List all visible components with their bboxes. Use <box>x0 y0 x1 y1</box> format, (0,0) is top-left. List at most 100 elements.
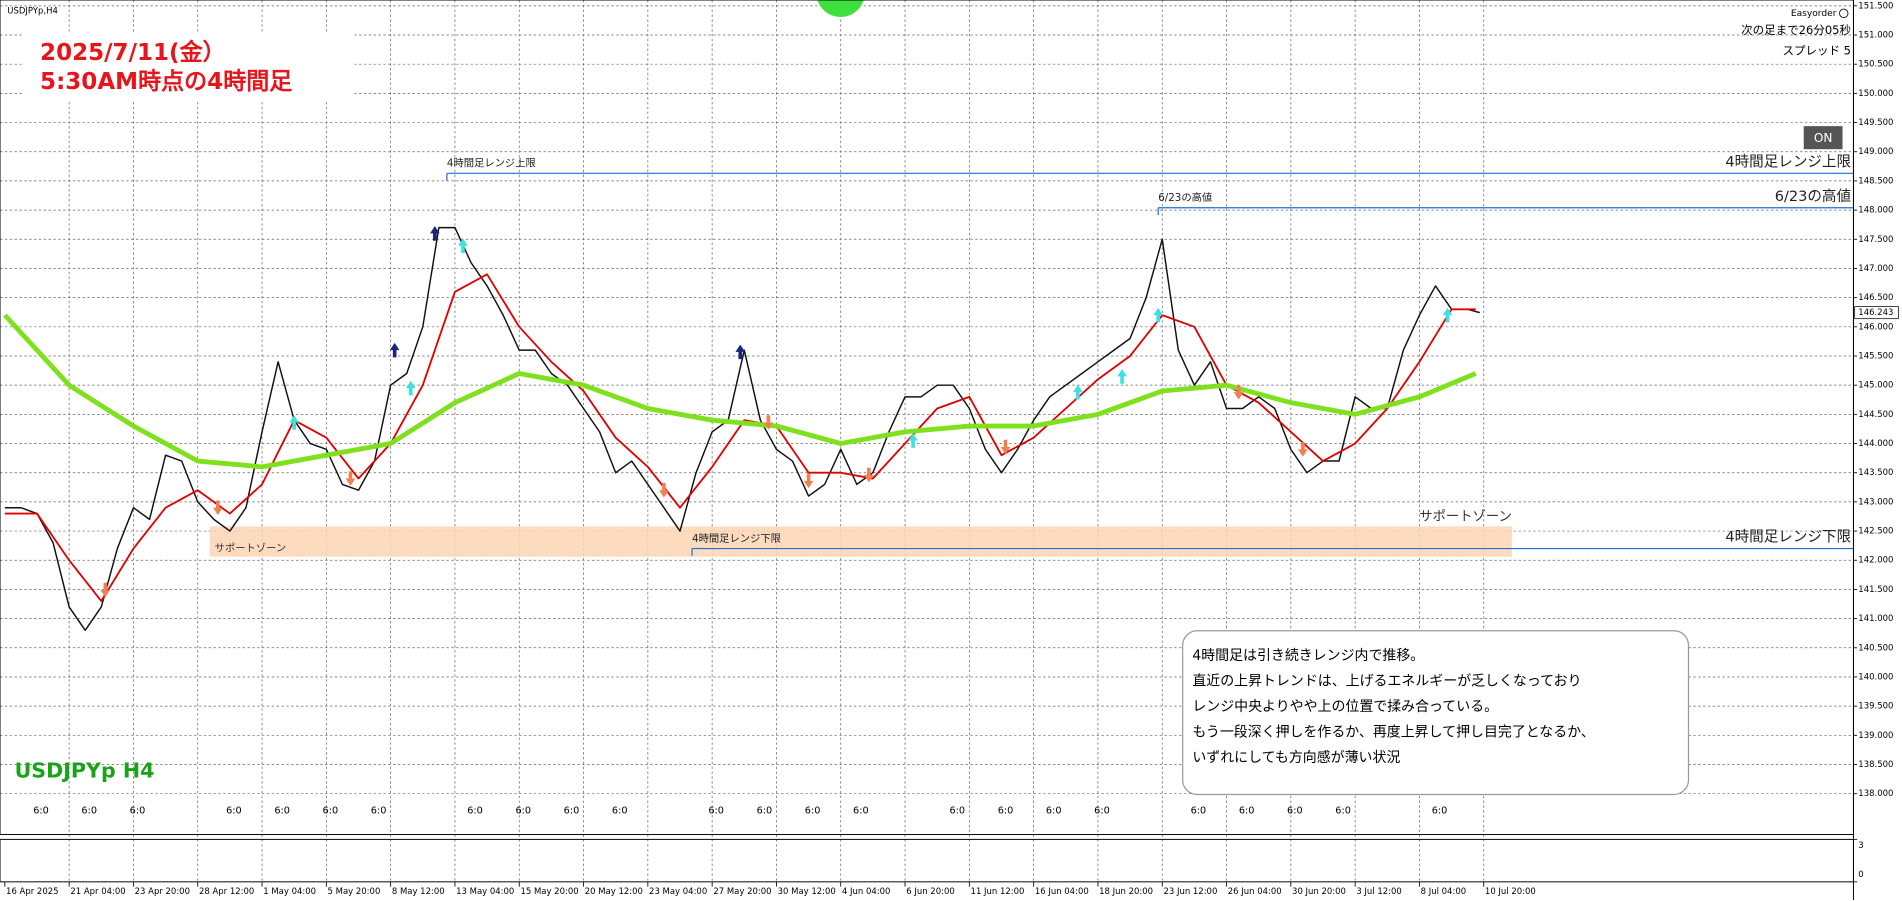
x-tick-label: 28 Apr 12:00 <box>199 887 254 897</box>
signal-arrow <box>345 471 356 486</box>
x-tick-label: 20 May 12:00 <box>585 887 643 897</box>
zone-label: サポートゾーン <box>1419 509 1512 525</box>
session-label: 6:0 <box>805 805 821 816</box>
y-tick-label: 141.000 <box>1858 614 1893 624</box>
x-tick-label: 27 May 20:00 <box>713 887 771 897</box>
level-label: 4時間足レンジ下限 <box>692 533 781 545</box>
signal-arrow <box>763 415 774 430</box>
on-button-label: ON <box>1814 131 1833 145</box>
on-button[interactable] <box>1803 126 1843 150</box>
y-tick-label: 146.000 <box>1858 322 1893 332</box>
x-tick-label: 23 Jun 12:00 <box>1163 887 1217 897</box>
annotation-line: 直近の上昇トレンドは、上げるエネルギーが乏しくなっており <box>1192 673 1581 690</box>
session-label: 6:0 <box>323 805 339 816</box>
y-tick-label: 151.500 <box>1858 1 1893 11</box>
signal-arrow <box>1072 384 1083 400</box>
title-line: 2025/7/11(金） <box>40 39 226 66</box>
y-tick-label: 151.000 <box>1858 31 1893 41</box>
level-label: 4時間足レンジ上限 <box>1725 153 1851 170</box>
x-tick-label: 26 Jun 04:00 <box>1228 887 1282 897</box>
y-tick-label: 143.500 <box>1858 468 1893 478</box>
annotation-box <box>1182 630 1690 796</box>
x-tick-label: 30 May 12:00 <box>778 887 836 897</box>
x-tick-label: 21 Apr 04:00 <box>70 887 125 897</box>
level-label: 4時間足レンジ上限 <box>447 158 536 170</box>
y-tick-label: 147.000 <box>1858 264 1893 274</box>
y-tick-label: 145.000 <box>1858 381 1893 391</box>
plot-layer: 138.000 138.500 139.000 139.500 140.000 140.5… <box>3 1 1899 897</box>
session-label: 6:0 <box>1191 805 1207 816</box>
watermark: USDJPYp H4 <box>15 758 155 782</box>
panel-name: Easyorder <box>1791 9 1837 19</box>
session-label: 6:0 <box>1335 805 1351 816</box>
session-label: 6:0 <box>1046 805 1062 816</box>
close-icon[interactable] <box>1839 8 1849 19</box>
y-tick-label: 148.000 <box>1858 206 1893 216</box>
level-label: 6/23の高値 <box>1158 191 1212 204</box>
session-label: 6:0 <box>1432 805 1448 816</box>
signal-arrow <box>1000 439 1011 455</box>
session-label: 6:0 <box>371 805 387 816</box>
session-label: 6:0 <box>757 805 773 816</box>
status-indicator <box>817 0 864 17</box>
level-label: 6/23の高値 <box>1775 188 1851 205</box>
sub-tick-label: 0 <box>1858 870 1863 880</box>
session-label: 6:0 <box>612 805 628 816</box>
annotation-line: 4時間足は引き続きレンジ内で推移。 <box>1192 647 1424 664</box>
last-price: 146.243 <box>1858 308 1893 318</box>
session-label: 6:0 <box>998 805 1014 816</box>
session-label: 6:0 <box>1094 805 1110 816</box>
session-label: 6:0 <box>130 805 146 816</box>
session-label: 6:0 <box>226 805 242 816</box>
support-zone <box>209 526 1512 557</box>
y-tick-label: 145.500 <box>1858 351 1893 361</box>
x-tick-label: 13 May 04:00 <box>456 887 514 897</box>
signal-arrow <box>1117 369 1127 384</box>
level-label: 4時間足レンジ下限 <box>1725 529 1851 546</box>
y-tick-label: 142.500 <box>1858 527 1893 537</box>
y-tick-label: 150.500 <box>1858 60 1893 70</box>
x-tick-label: 6 Jun 20:00 <box>906 887 955 897</box>
session-label: 6:0 <box>81 805 97 816</box>
x-tick-label: 18 Jun 20:00 <box>1099 887 1153 897</box>
y-tick-label: 142.000 <box>1858 556 1893 566</box>
session-label: 6:0 <box>467 805 483 816</box>
last-price-box <box>1854 306 1899 320</box>
grid <box>0 0 1854 882</box>
y-tick-label: 144.500 <box>1858 410 1893 420</box>
session-label: 6:0 <box>564 805 580 816</box>
y-tick-label: 140.500 <box>1858 643 1893 653</box>
signal-arrow <box>1153 307 1164 323</box>
signal-arrow <box>803 473 814 489</box>
signal-arrow <box>1298 442 1308 457</box>
title-box <box>24 31 355 102</box>
x-tick-label: 4 Jun 04:00 <box>842 887 891 897</box>
signal-arrow <box>908 433 918 448</box>
annotation-line: もう一段深く押しを作るか、再度上昇して押し目完了となるか、 <box>1192 725 1594 741</box>
title-line: 5:30AM時点の4時間足 <box>40 69 292 95</box>
x-tick-label: 15 May 20:00 <box>520 887 578 897</box>
session-label: 6:0 <box>708 805 724 816</box>
signal-arrow <box>864 467 874 483</box>
y-tick-label: 149.000 <box>1858 147 1893 157</box>
y-tick-label: 141.500 <box>1858 585 1893 595</box>
y-tick-label: 147.500 <box>1858 235 1893 245</box>
x-tick-label: 23 Apr 20:00 <box>135 887 190 897</box>
y-tick-label: 139.000 <box>1858 731 1893 741</box>
session-label: 6:0 <box>33 805 49 816</box>
x-tick-label: 1 May 04:00 <box>263 887 316 897</box>
x-tick-label: 8 May 12:00 <box>392 887 445 897</box>
symbol-label: USDJPYp,H4 <box>7 6 58 16</box>
spread: スプレッド 5 <box>1782 43 1851 57</box>
price-line <box>4 226 1480 632</box>
signal-arrow <box>429 226 440 241</box>
x-tick-label: 11 Jun 12:00 <box>971 887 1025 897</box>
annotation-text: 4時間足は引き続きレンジ内で推移。直近の上昇トレンドは、上げるエネルギーが乏しく… <box>1192 647 1594 766</box>
x-tick-label: 8 Jul 04:00 <box>1421 887 1466 897</box>
y-tick-label: 149.500 <box>1858 118 1893 128</box>
session-label: 6:0 <box>1287 805 1303 816</box>
signal-arrow <box>659 482 669 498</box>
y-tick-label: 144.000 <box>1858 439 1893 449</box>
